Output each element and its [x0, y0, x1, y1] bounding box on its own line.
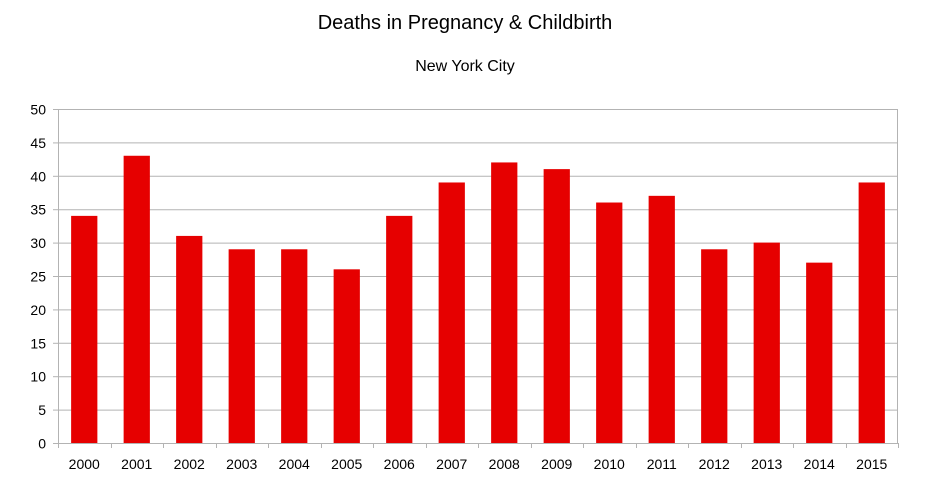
y-tick-label: 15	[30, 335, 46, 351]
x-tick-label: 2012	[699, 456, 730, 472]
x-tick-label: 2011	[647, 456, 677, 472]
y-tick-label: 35	[30, 202, 46, 218]
bar-2007	[438, 182, 465, 444]
bar-2015	[858, 182, 885, 444]
bar-2011	[648, 195, 675, 443]
bar-2008	[491, 162, 518, 443]
y-tick-label: 50	[30, 102, 46, 118]
x-tick-label: 2008	[489, 456, 520, 472]
x-tick-label: 2002	[174, 456, 205, 472]
bar-2002	[176, 235, 203, 443]
bar-2005	[333, 269, 360, 443]
bar-2001	[123, 155, 150, 443]
x-tick-label: 2013	[751, 456, 782, 472]
bar-2014	[806, 262, 833, 443]
y-tick-label: 45	[30, 135, 46, 151]
x-tick-label: 2015	[856, 456, 887, 472]
x-tick-label: 2001	[121, 456, 152, 472]
bar-2006	[386, 215, 413, 443]
bars	[71, 155, 885, 444]
y-tick-label: 0	[38, 436, 46, 452]
x-tick-label: 2006	[384, 456, 415, 472]
bar-2003	[228, 249, 255, 443]
bar-2012	[701, 249, 728, 443]
x-tick-label: 2007	[436, 456, 467, 472]
chart-subtitle: New York City	[415, 58, 515, 75]
bar-2010	[596, 202, 623, 443]
y-tick-label: 20	[30, 302, 46, 318]
x-tick-label: 2009	[541, 456, 572, 472]
y-tick-label: 5	[38, 402, 46, 418]
y-tick-label: 30	[30, 235, 46, 251]
bar-2013	[753, 242, 780, 443]
x-tick-label: 2005	[331, 456, 362, 472]
bar-2004	[281, 249, 308, 443]
x-tick-label: 2000	[69, 456, 100, 472]
y-tick-label: 40	[30, 168, 46, 184]
bar-2000	[71, 215, 98, 443]
y-tick-label: 25	[30, 269, 46, 285]
x-tick-label: 2014	[804, 456, 835, 472]
bar-2009	[543, 169, 570, 443]
x-tick-label: 2010	[594, 456, 625, 472]
chart-title: Deaths in Pregnancy & Childbirth	[317, 12, 613, 34]
y-tick-label: 10	[30, 369, 46, 385]
axes: 0 5 10 15 20 25 30 35 40 45 50 2000 2001 2002 2003 2004…	[30, 102, 887, 473]
x-tick-label: 2004	[279, 456, 310, 472]
x-tick-label: 2003	[226, 456, 257, 472]
